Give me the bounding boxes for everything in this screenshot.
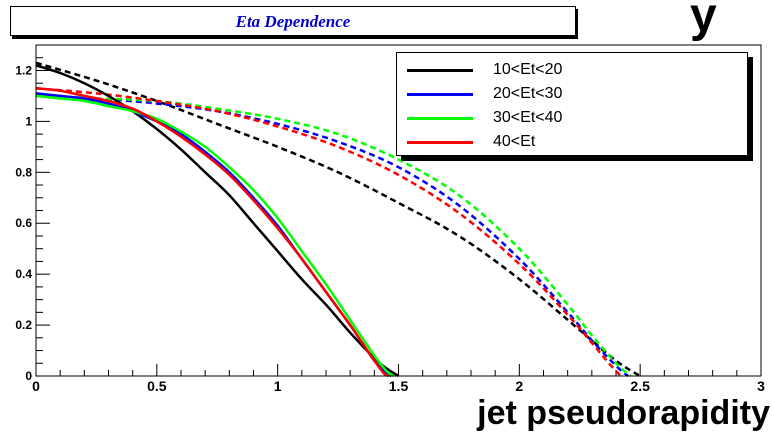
y-tick-label: 0.8 xyxy=(15,165,32,179)
series-line-dashed xyxy=(35,94,629,377)
legend-swatch xyxy=(407,141,473,144)
chart-title: Eta Dependence xyxy=(235,12,351,31)
legend-label: 10<Et<20 xyxy=(493,61,563,78)
x-tick-label: 3 xyxy=(757,378,765,394)
x-tick-label: 0.5 xyxy=(147,378,167,394)
tick-labels: 0 0.5 1 1.5 2 2.5 3 0 0.2 0.4 0.6 0.8 1 1.2 xyxy=(15,63,765,394)
x-axis-label: jet pseudorapidity xyxy=(476,394,770,432)
legend: 10<Et<20 20<Et<30 30<Et<40 40<Et xyxy=(396,52,748,156)
series-line-dashed xyxy=(35,87,622,377)
y-tick-label: 0 xyxy=(25,369,32,383)
series-line-solid xyxy=(35,64,400,378)
x-tick-label: 2.5 xyxy=(630,378,650,394)
legend-item: 40<Et xyxy=(407,131,737,155)
y-tick-label: 1 xyxy=(25,114,32,128)
legend-label: 30<Et<40 xyxy=(493,109,563,126)
legend-item: 10<Et<20 xyxy=(407,59,737,83)
series-line-solid xyxy=(35,94,395,378)
legend-label: 20<Et<30 xyxy=(493,85,563,102)
x-tick-label: 1 xyxy=(274,378,282,394)
legend-swatch xyxy=(407,117,473,120)
y-tick-label: 0.4 xyxy=(15,267,32,281)
series-line-solid xyxy=(35,92,392,378)
y-tick-label: 1.2 xyxy=(15,63,32,77)
x-tick-label: 2 xyxy=(515,378,523,394)
y-tick-label: 0.6 xyxy=(15,216,32,230)
legend-item: 30<Et<40 xyxy=(407,107,737,131)
chart-title-box: Eta Dependence xyxy=(10,6,576,36)
axis-ticks xyxy=(35,57,762,377)
x-tick-label: 1.5 xyxy=(389,378,409,394)
legend-swatch xyxy=(407,93,473,96)
plot-frame xyxy=(35,44,762,377)
series-curves xyxy=(35,61,641,378)
legend-item: 20<Et<30 xyxy=(407,83,737,107)
series-line-solid xyxy=(35,87,390,378)
x-tick-label: 0 xyxy=(32,378,40,394)
legend-label: 40<Et xyxy=(493,133,536,150)
y-tick-label: 0.2 xyxy=(15,318,32,332)
legend-swatch xyxy=(407,69,473,72)
clipped-heading-glyph: y xyxy=(690,0,717,42)
